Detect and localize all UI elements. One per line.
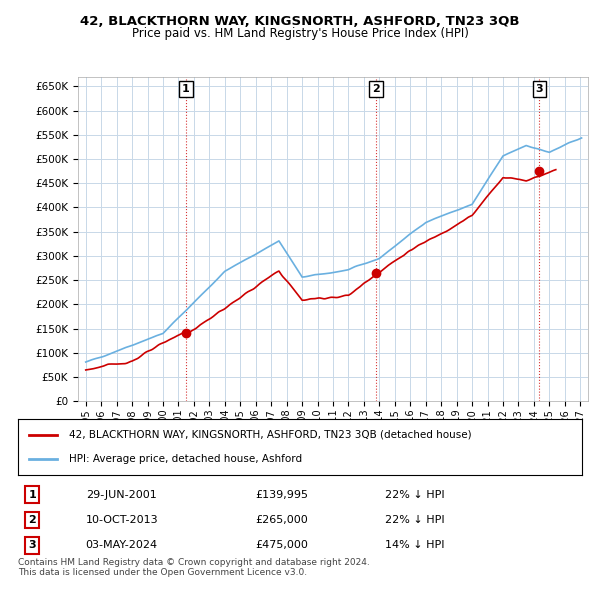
Text: 42, BLACKTHORN WAY, KINGSNORTH, ASHFORD, TN23 3QB: 42, BLACKTHORN WAY, KINGSNORTH, ASHFORD,… bbox=[80, 15, 520, 28]
Text: 22% ↓ HPI: 22% ↓ HPI bbox=[385, 490, 444, 500]
Text: Price paid vs. HM Land Registry's House Price Index (HPI): Price paid vs. HM Land Registry's House … bbox=[131, 27, 469, 40]
Text: 29-JUN-2001: 29-JUN-2001 bbox=[86, 490, 157, 500]
Text: This data is licensed under the Open Government Licence v3.0.: This data is licensed under the Open Gov… bbox=[18, 568, 307, 576]
Text: 22% ↓ HPI: 22% ↓ HPI bbox=[385, 515, 444, 525]
Text: HPI: Average price, detached house, Ashford: HPI: Average price, detached house, Ashf… bbox=[69, 454, 302, 464]
Text: 14% ↓ HPI: 14% ↓ HPI bbox=[385, 540, 444, 550]
Text: 1: 1 bbox=[182, 84, 190, 94]
Text: £475,000: £475,000 bbox=[255, 540, 308, 550]
Text: £265,000: £265,000 bbox=[255, 515, 308, 525]
Text: Contains HM Land Registry data © Crown copyright and database right 2024.: Contains HM Land Registry data © Crown c… bbox=[18, 558, 370, 566]
Text: £139,995: £139,995 bbox=[255, 490, 308, 500]
Text: 3: 3 bbox=[28, 540, 36, 550]
Text: 2: 2 bbox=[28, 515, 36, 525]
Text: 03-MAY-2024: 03-MAY-2024 bbox=[86, 540, 158, 550]
Text: 10-OCT-2013: 10-OCT-2013 bbox=[86, 515, 158, 525]
Text: 42, BLACKTHORN WAY, KINGSNORTH, ASHFORD, TN23 3QB (detached house): 42, BLACKTHORN WAY, KINGSNORTH, ASHFORD,… bbox=[69, 430, 472, 440]
Text: 1: 1 bbox=[28, 490, 36, 500]
Text: 3: 3 bbox=[535, 84, 543, 94]
Text: 2: 2 bbox=[372, 84, 380, 94]
